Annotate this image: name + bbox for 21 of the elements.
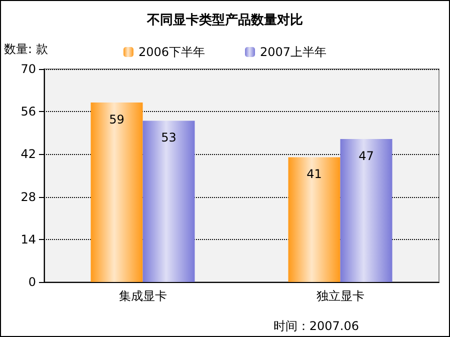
legend-label: 2007上半年 [260,45,327,59]
y-tick-label: 14 [20,232,36,246]
data-label: 53 [161,130,176,145]
y-tick-label: 42 [20,147,36,162]
data-label: 41 [306,167,322,182]
bar [90,102,143,282]
x-tick-label: 独立显卡 [316,289,364,303]
chart-title: 不同显卡类型产品数量对比 [146,12,303,28]
bar [288,157,340,282]
bar [142,120,195,282]
data-label: 59 [109,112,124,126]
y-tick-label: 56 [20,104,36,119]
y-tick-label: 70 [20,62,36,76]
y-axis-title: 数量: 款 [4,42,48,56]
legend-label: 2006下半年 [138,45,206,59]
y-tick-label: 0 [28,275,36,289]
x-tick-label: 集成显卡 [118,289,167,303]
text: 时间：2007.06 [273,319,359,333]
bar [340,138,392,282]
y-tick-label: 28 [20,190,36,204]
data-label: 47 [358,148,374,163]
